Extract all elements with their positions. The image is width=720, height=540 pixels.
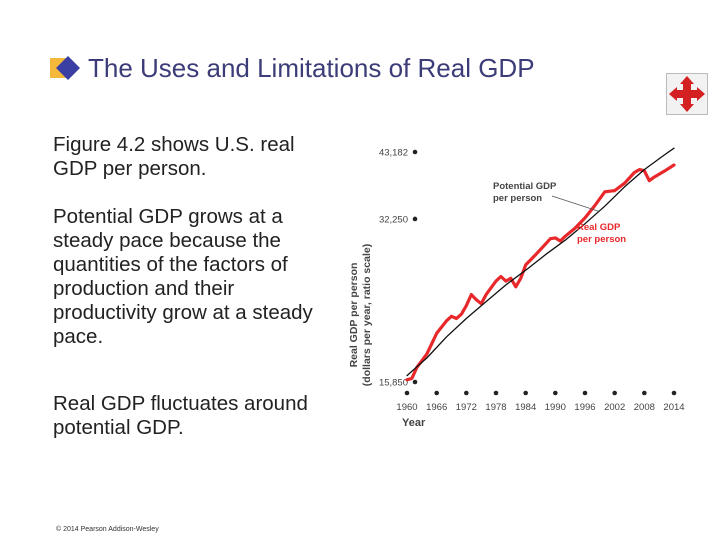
paragraph-real-gdp: Real GDP fluctuates around potential GDP… — [53, 392, 308, 439]
x-tick-dot — [612, 390, 617, 396]
x-tick-label: 1996 — [574, 402, 595, 413]
move-arrows-icon[interactable] — [666, 73, 708, 115]
y-tick-label: 15,850 — [379, 378, 408, 389]
paragraph-potential-gdp: Potential GDP grows at a steady pace bec… — [53, 205, 313, 348]
potential-gdp-leader — [551, 195, 600, 213]
series-group — [405, 147, 676, 382]
y-axis-title-line: Real GDP per person — [348, 263, 360, 368]
gdp-chart: Real GDP per person (dollars per year, ra… — [348, 147, 685, 430]
y-tick-dot — [412, 216, 418, 222]
x-tick-group: 1960 1966 1972 1978 1984 1990 1996 2002 2008 2014 — [396, 390, 685, 413]
x-tick-dot — [642, 390, 647, 396]
y-tick-label: 32,250 — [379, 214, 408, 225]
y-tick-group: 15,850 32,250 43,182 — [379, 148, 418, 389]
x-tick-label: 1984 — [515, 402, 536, 413]
x-tick-label: 2014 — [663, 402, 684, 413]
x-axis-title: Year — [402, 417, 426, 429]
y-axis-title: Real GDP per person (dollars per year, ra… — [348, 244, 373, 386]
x-tick-label: 1972 — [456, 402, 477, 413]
potential-gdp-label: Potential GDP — [493, 181, 557, 192]
x-tick-label: 1960 — [396, 402, 417, 413]
x-tick-label: 2002 — [604, 402, 625, 413]
x-tick-dot — [582, 390, 588, 396]
x-tick-dot — [671, 390, 677, 396]
x-tick-dot — [434, 390, 439, 396]
x-tick-dot — [523, 390, 528, 396]
potential-gdp-line — [406, 147, 675, 377]
x-tick-label: 1990 — [545, 402, 566, 413]
y-axis-title-line: (dollars per year, ratio scale) — [361, 244, 373, 386]
x-tick-dot — [464, 390, 469, 396]
y-tick-dot — [412, 379, 418, 385]
x-tick-dot — [553, 390, 558, 396]
y-tick-dot — [412, 149, 418, 155]
x-tick-dot — [493, 390, 499, 396]
slide-title: The Uses and Limitations of Real GDP — [88, 53, 535, 83]
diamond-logo-icon — [50, 56, 80, 80]
real-gdp-label-line2: per person — [577, 234, 626, 245]
real-gdp-line — [405, 163, 676, 382]
x-tick-dot — [404, 390, 410, 396]
paragraph-figure-description: Figure 4.2 shows U.S. real GDP per perso… — [53, 133, 295, 180]
real-gdp-label: Real GDP — [577, 222, 621, 233]
x-tick-label: 2008 — [634, 402, 655, 413]
potential-gdp-label-line2: per person — [493, 193, 542, 204]
y-tick-label: 43,182 — [379, 148, 408, 159]
copyright-notice: © 2014 Pearson Addison-Wesley — [56, 526, 159, 533]
x-tick-label: 1978 — [485, 402, 506, 413]
x-tick-label: 1966 — [426, 402, 447, 413]
